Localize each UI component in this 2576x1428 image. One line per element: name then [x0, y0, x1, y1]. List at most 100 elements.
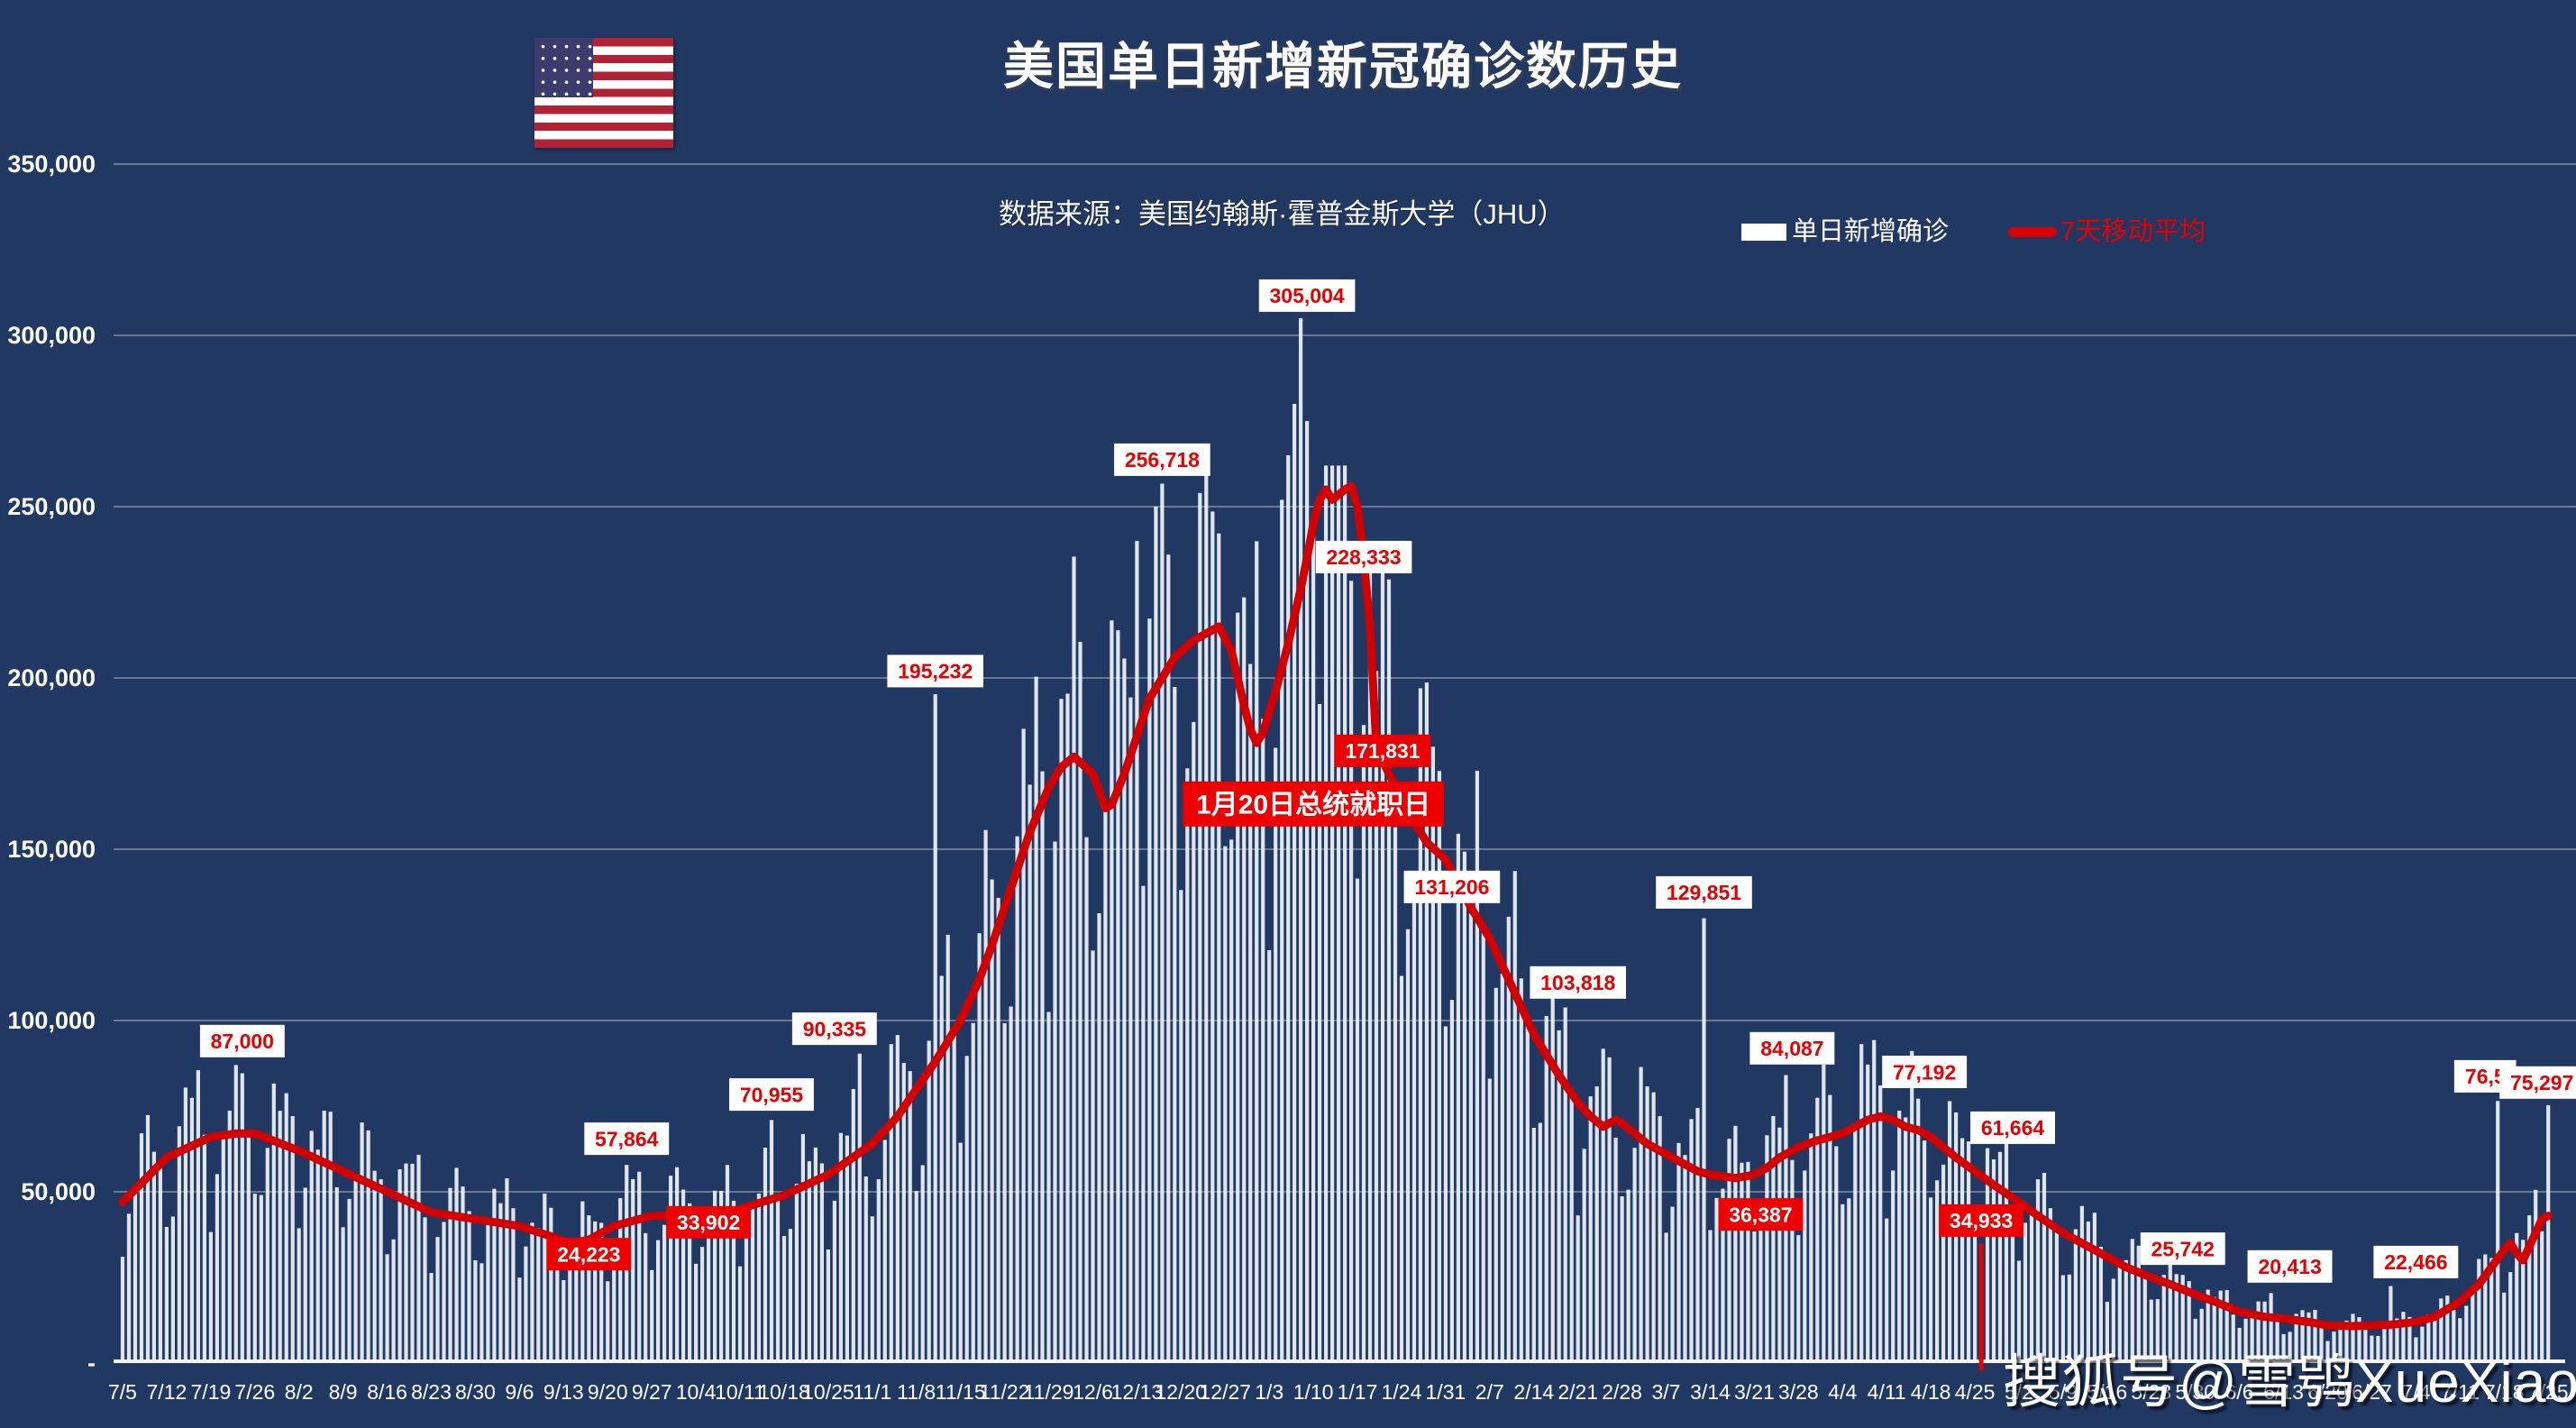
svg-text:25,742: 25,742	[2151, 1237, 2215, 1260]
annotation-label: 84,087	[1749, 1031, 1835, 1065]
svg-text:4/11: 4/11	[1868, 1380, 1906, 1404]
svg-text:350,000: 350,000	[7, 151, 96, 178]
svg-text:8/16: 8/16	[367, 1380, 407, 1404]
legend-bar-label: 单日新增确诊	[1792, 217, 1950, 246]
data-source-label: 数据来源：美国约翰斯·霍普金斯大学（JHU）	[999, 198, 1566, 230]
svg-text:33,902: 33,902	[677, 1211, 740, 1234]
watermark: 搜狐号@雪鸮XueXiao	[2003, 1350, 2576, 1414]
svg-text:9/27: 9/27	[632, 1380, 672, 1404]
svg-text:7/26: 7/26	[234, 1380, 275, 1404]
svg-text:70,955: 70,955	[740, 1083, 804, 1106]
svg-text:1/10: 1/10	[1293, 1380, 1334, 1404]
svg-text:171,831: 171,831	[1345, 739, 1420, 763]
svg-text:10/11: 10/11	[715, 1380, 765, 1404]
svg-text:8/2: 8/2	[285, 1380, 314, 1404]
svg-text:11/1: 11/1	[853, 1380, 891, 1404]
annotation-label: 195,232	[887, 654, 983, 688]
svg-text:36,387: 36,387	[1729, 1203, 1792, 1226]
svg-text:22,466: 22,466	[2384, 1250, 2447, 1274]
svg-text:12/20: 12/20	[1156, 1380, 1208, 1404]
svg-text:7/18: 7/18	[2484, 1380, 2525, 1404]
svg-text:75,297: 75,297	[2510, 1071, 2573, 1094]
annotation-label: 103,818	[1530, 966, 1626, 999]
svg-text:3/21: 3/21	[1734, 1380, 1775, 1404]
svg-text:2/7: 2/7	[1475, 1380, 1504, 1404]
svg-text:8/23: 8/23	[411, 1380, 452, 1404]
svg-text:9/13: 9/13	[544, 1380, 584, 1404]
svg-text:131,206: 131,206	[1414, 875, 1489, 899]
svg-text:90,335: 90,335	[803, 1017, 867, 1040]
annotation-label: 20,413	[2247, 1250, 2333, 1283]
svg-text:5/2: 5/2	[2005, 1380, 2033, 1404]
annotation-label: 1月20日总统就职日	[1183, 781, 1444, 827]
svg-text:5/23: 5/23	[2131, 1380, 2171, 1404]
svg-text:7/19: 7/19	[191, 1380, 232, 1404]
svg-text:2/28: 2/28	[1602, 1380, 1642, 1404]
x-tick-labels: 7/5 7/12 7/19 7/26 8/2 8/9 8/16 8/23 8/30 9/6 9/13…	[108, 1380, 2569, 1404]
svg-text:6/13: 6/13	[2263, 1380, 2304, 1404]
svg-text:11/22: 11/22	[980, 1380, 1030, 1404]
svg-text:9/20: 9/20	[588, 1380, 628, 1404]
svg-text:9/6: 9/6	[505, 1380, 534, 1404]
svg-text:1/24: 1/24	[1382, 1380, 1422, 1404]
svg-text:4/4: 4/4	[1828, 1380, 1857, 1404]
legend-bar-swatch	[1741, 224, 1786, 241]
svg-text:7/5: 7/5	[108, 1380, 137, 1404]
us-flag-canton	[534, 38, 593, 97]
svg-text:87,000: 87,000	[211, 1030, 274, 1053]
svg-text:4/25: 4/25	[1955, 1380, 1996, 1404]
svg-text:3/7: 3/7	[1652, 1380, 1681, 1404]
svg-text:77,192: 77,192	[1893, 1060, 1956, 1084]
annotation-label: 33,902	[666, 1205, 751, 1239]
svg-text:20,413: 20,413	[2258, 1255, 2321, 1278]
svg-text:1月20日总统就职日: 1月20日总统就职日	[1196, 790, 1430, 820]
svg-text:6/27: 6/27	[2352, 1380, 2392, 1404]
svg-text:84,087: 84,087	[1760, 1037, 1823, 1060]
annotation-label: 25,742	[2140, 1232, 2225, 1266]
svg-text:12/27: 12/27	[1200, 1380, 1252, 1404]
annotation-label: 90,335	[791, 1012, 877, 1046]
svg-text:2/14: 2/14	[1513, 1380, 1554, 1404]
svg-text:7/25: 7/25	[2528, 1380, 2569, 1404]
svg-text:228,333: 228,333	[1326, 545, 1401, 569]
annotation-label: 36,387	[1718, 1198, 1804, 1231]
svg-text:12/13: 12/13	[1111, 1380, 1164, 1404]
svg-text:12/6: 12/6	[1073, 1380, 1113, 1404]
svg-text:57,864: 57,864	[595, 1127, 659, 1150]
svg-text:10/18: 10/18	[758, 1380, 810, 1404]
annotation-label: 171,831	[1334, 734, 1431, 767]
daily-new-cases-bars	[120, 318, 2551, 1361]
svg-text:195,232: 195,232	[898, 660, 973, 683]
svg-text:7/12: 7/12	[147, 1380, 187, 1404]
svg-text:103,818: 103,818	[1540, 971, 1615, 994]
svg-text:11/29: 11/29	[1024, 1380, 1074, 1404]
annotation-label: 61,664	[1970, 1111, 2055, 1144]
legend-line-swatch	[2008, 227, 2057, 237]
annotation-label: 77,192	[1882, 1056, 1968, 1088]
svg-text:1/31: 1/31	[1426, 1380, 1466, 1404]
svg-text:11/8: 11/8	[897, 1380, 936, 1404]
annotation-label: 24,223	[546, 1238, 632, 1271]
svg-text:8/30: 8/30	[455, 1380, 496, 1404]
svg-text:300,000: 300,000	[7, 322, 96, 349]
page-title: 美国单日新增新冠确诊数历史	[1003, 38, 1683, 95]
svg-text:129,851: 129,851	[1667, 881, 1741, 904]
svg-text:5/30: 5/30	[2175, 1380, 2215, 1404]
svg-text:-: -	[87, 1350, 96, 1377]
svg-text:2/21: 2/21	[1557, 1380, 1598, 1404]
svg-text:256,718: 256,718	[1125, 448, 1200, 471]
us-flag-icon	[534, 38, 673, 148]
annotation-label: 87,000	[199, 1024, 285, 1057]
svg-text:1/17: 1/17	[1338, 1380, 1378, 1404]
annotation-label: 75,297	[2499, 1066, 2576, 1099]
annotation-label: 129,851	[1656, 875, 1752, 909]
svg-text:7/4: 7/4	[2401, 1380, 2430, 1404]
svg-text:76,5: 76,5	[2465, 1065, 2506, 1088]
annotation-label: 34,933	[1939, 1204, 2023, 1237]
svg-text:3/28: 3/28	[1778, 1380, 1819, 1404]
annotation-label: 70,955	[729, 1078, 814, 1112]
svg-text:100,000: 100,000	[7, 1007, 96, 1034]
svg-text:150,000: 150,000	[7, 836, 96, 863]
